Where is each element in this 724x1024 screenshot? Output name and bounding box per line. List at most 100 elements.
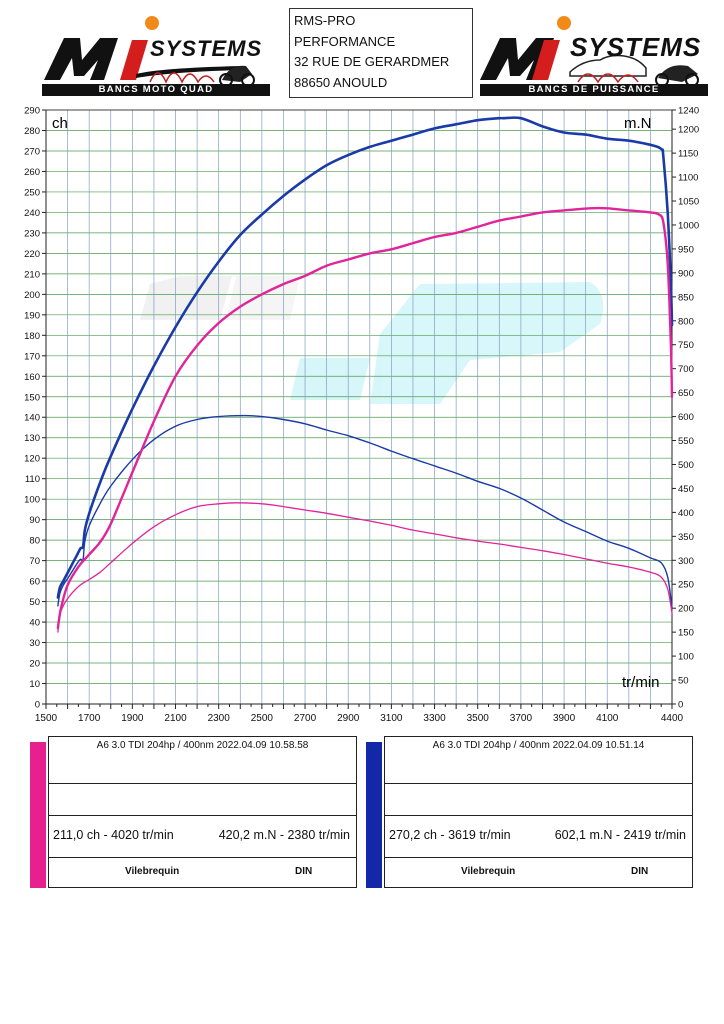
- dyno-chart: 0 10 20 30 40 50 60 70 80 90 100 110 120 130 140 150 160…: [24, 106, 699, 725]
- left-tick-label: 0: [35, 700, 40, 711]
- left-tick-label: 290: [24, 106, 40, 117]
- right-tick-label: 250: [678, 580, 694, 591]
- logo-mi-systems-puissance: SYSTEMS BANCS DE PUISSANCE: [478, 10, 710, 96]
- run-color-swatch: [366, 742, 382, 888]
- right-axis-unit: m.N: [624, 115, 652, 132]
- peak-power: 270,2 ch - 3619 tr/min: [389, 828, 511, 842]
- run-result-panel: A6 3.0 TDI 204hp / 400nm 2022.04.09 10.5…: [366, 736, 696, 888]
- peak-torque: 602,1 m.N - 2419 tr/min: [554, 828, 686, 842]
- x-tick-label: 1900: [121, 713, 144, 724]
- run-result-table: A6 3.0 TDI 204hp / 400nm 2022.04.09 10.5…: [48, 736, 357, 888]
- logo-left-subtitle: BANCS MOTO QUAD: [42, 84, 270, 96]
- peak-torque: 420,2 m.N - 2380 tr/min: [218, 828, 350, 842]
- left-tick-label: 170: [24, 351, 40, 362]
- series-line-torque-1: [57, 414, 673, 609]
- left-tick-label: 150: [24, 392, 40, 403]
- series-line-torque-3: [57, 502, 673, 633]
- series-line-power-0: [56, 116, 674, 599]
- left-tick-label: 80: [29, 536, 40, 547]
- mi-systems-logo-icon: [44, 16, 255, 87]
- right-tick-label: 1050: [678, 197, 699, 208]
- right-tick-label: 650: [678, 388, 694, 399]
- chart-axes: [45, 109, 673, 705]
- watermark-logo: [140, 276, 604, 404]
- left-tick-label: 50: [29, 597, 40, 608]
- left-tick-label: 200: [24, 290, 40, 301]
- series-line-power-2: [56, 206, 674, 630]
- left-tick-label: 260: [24, 167, 40, 178]
- x-tick-label: 2700: [294, 713, 317, 724]
- run-title: A6 3.0 TDI 204hp / 400nm 2022.04.09 10.5…: [432, 740, 645, 751]
- right-tick-label: 0: [678, 700, 683, 711]
- left-tick-label: 70: [29, 556, 40, 567]
- right-tick-label: 1150: [678, 149, 698, 160]
- logo-left-brand: SYSTEMS: [150, 36, 263, 61]
- x-tick-label: 2300: [208, 713, 231, 724]
- x-tick-label: 3300: [423, 713, 446, 724]
- x-tick-label: 4100: [596, 713, 619, 724]
- right-tick-label: 400: [678, 508, 694, 519]
- x-tick-label: 1500: [35, 713, 58, 724]
- address-line: 32 RUE DE GERARDMER: [294, 54, 450, 69]
- left-tick-label: 120: [24, 454, 40, 465]
- norm-label: DIN: [631, 866, 649, 877]
- x-tick-label: 3100: [380, 713, 403, 724]
- right-tick-label: 600: [678, 412, 694, 423]
- left-tick-label: 130: [24, 433, 40, 444]
- x-tick-label: 3500: [467, 713, 490, 724]
- logo-right-subtitle: BANCS DE PUISSANCE: [480, 84, 708, 96]
- x-axis-ticks: 1500 1700 1900 2100 2300 2500 2700 2900 3100 3300…: [35, 704, 684, 724]
- peak-power: 211,0 ch - 4020 tr/min: [53, 828, 174, 842]
- right-tick-label: 950: [678, 244, 694, 255]
- left-tick-label: 110: [25, 474, 40, 485]
- run-result-table: A6 3.0 TDI 204hp / 400nm 2022.04.09 10.5…: [384, 736, 693, 888]
- x-tick-label: 1700: [78, 713, 101, 724]
- right-tick-label: 200: [678, 604, 694, 615]
- left-tick-label: 10: [29, 679, 40, 690]
- left-tick-label: 60: [29, 577, 40, 588]
- x-tick-label: 2100: [164, 713, 187, 724]
- left-tick-label: 180: [24, 331, 40, 342]
- left-tick-label: 280: [24, 126, 40, 137]
- x-tick-label: 2900: [337, 713, 360, 724]
- left-tick-label: 160: [24, 372, 40, 383]
- run-title: A6 3.0 TDI 204hp / 400nm 2022.04.09 10.5…: [96, 740, 309, 751]
- right-tick-label: 350: [678, 532, 694, 543]
- right-tick-label: 750: [678, 340, 694, 351]
- left-tick-label: 270: [24, 146, 40, 157]
- x-tick-label: 2500: [251, 713, 274, 724]
- logo-mi-systems-moto-quad: SYSTEMS BANCS MOTO QUAD: [40, 10, 272, 96]
- address-box: RMS-PRO PERFORMANCE 32 RUE DE GERARDMER …: [289, 8, 473, 98]
- right-tick-label: 800: [678, 316, 694, 327]
- left-tick-label: 30: [29, 638, 40, 649]
- right-tick-label: 550: [678, 436, 694, 447]
- left-tick-label: 100: [24, 495, 40, 506]
- right-tick-label: 50: [678, 676, 689, 687]
- right-tick-label: 150: [678, 628, 694, 639]
- logo-right-brand: SYSTEMS: [570, 32, 702, 62]
- right-tick-label: 450: [678, 484, 694, 495]
- address-line: RMS-PRO: [294, 13, 356, 28]
- right-tick-label: 100: [678, 652, 694, 663]
- left-tick-label: 190: [24, 310, 40, 321]
- left-axis-ticks: 0 10 20 30 40 50 60 70 80 90 100 110 120 130 140 150 160…: [24, 106, 46, 711]
- address-line: PERFORMANCE: [294, 33, 396, 49]
- run-result-panel: A6 3.0 TDI 204hp / 400nm 2022.04.09 10.5…: [30, 736, 360, 888]
- measure-point-label: Vilebrequin: [461, 866, 516, 877]
- left-tick-label: 20: [29, 659, 40, 670]
- right-axis-ticks: 0 50 100 150 200 250 300 350 400 450 500 550 600 650 7…: [672, 106, 699, 711]
- x-tick-label: 4400: [661, 713, 684, 724]
- right-tick-label: 1000: [678, 220, 699, 231]
- left-tick-label: 40: [29, 618, 40, 629]
- mi-systems-logo-icon: [480, 16, 699, 87]
- left-tick-label: 220: [24, 249, 40, 260]
- chart-series: [56, 116, 674, 633]
- run-color-swatch: [30, 742, 46, 888]
- left-axis-unit: ch: [52, 115, 68, 132]
- left-tick-label: 140: [24, 413, 40, 424]
- left-tick-label: 90: [29, 515, 40, 526]
- left-tick-label: 250: [24, 187, 40, 198]
- left-tick-label: 240: [24, 208, 40, 219]
- x-tick-label: 3900: [553, 713, 576, 724]
- right-tick-label: 900: [678, 268, 694, 279]
